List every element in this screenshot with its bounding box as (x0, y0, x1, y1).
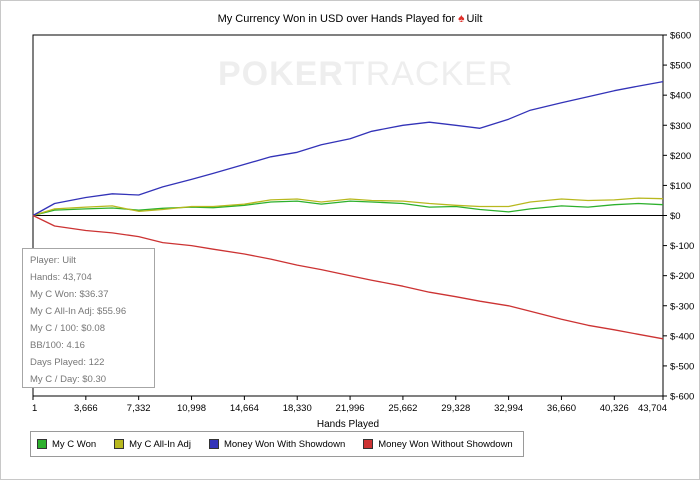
y-tick-label: $100 (670, 181, 691, 192)
legend-label: My C All-In Adj (129, 438, 191, 450)
stat-allin: My C All-In Adj: $55.96 (30, 306, 127, 317)
y-tick-label: $-200 (670, 271, 694, 282)
watermark-logo: POKERTRACKER (218, 55, 513, 94)
x-tick-label: 40,326 (600, 403, 629, 414)
y-tick-label: $500 (670, 61, 691, 72)
spade-icon: ♠ (458, 11, 465, 25)
stat-hands: Hands: 43,704 (30, 272, 92, 283)
legend-label: My C Won (52, 438, 97, 450)
x-tick-label: 43,704 (638, 403, 667, 414)
series-line-3 (32, 214, 664, 340)
stat-bb100: BB/100: 4.16 (30, 340, 85, 351)
y-tick-label: $-300 (670, 301, 694, 312)
stat-player: Player: Uilt (30, 255, 76, 266)
y-tick-label: $400 (670, 91, 691, 102)
chart-title: My Currency Won in USD over Hands Played… (0, 11, 700, 25)
y-tick-label: $-100 (670, 241, 694, 252)
legend-item-my-c-won[interactable]: My C Won (37, 439, 96, 450)
x-tick-label: 25,662 (388, 403, 417, 414)
series-line-2 (32, 80, 664, 217)
chart-legend: My C Won My C All-In Adj Money Won With … (30, 431, 524, 457)
y-tick-label: $200 (670, 151, 691, 162)
y-tick-label: $-500 (670, 361, 694, 372)
y-tick-label: $-400 (670, 331, 694, 342)
legend-swatch (363, 439, 374, 449)
y-tick-label: $300 (670, 121, 691, 132)
x-tick-label: 10,998 (177, 403, 206, 414)
x-axis-label: Hands Played (317, 419, 379, 430)
stat-per100: My C / 100: $0.08 (30, 323, 105, 334)
legend-swatch (208, 439, 219, 449)
legend-swatch (37, 439, 47, 449)
y-tick-label: $600 (670, 31, 691, 42)
series-line-0 (32, 200, 664, 217)
legend-swatch (114, 439, 125, 449)
x-tick-label: 3,666 (74, 403, 98, 414)
x-tick-label: 29,328 (441, 403, 470, 414)
x-tick-label: 7,332 (127, 403, 151, 414)
stat-days: Days Played: 122 (30, 357, 105, 368)
series-line-1 (32, 197, 664, 217)
watermark-bold: POKER (218, 55, 344, 93)
x-tick-label: 1 (32, 403, 37, 414)
chart-title-player: Uilt (466, 13, 483, 25)
x-tick-label: 21,996 (336, 403, 365, 414)
x-tick-label: 36,660 (547, 403, 576, 414)
stat-perday: My C / Day: $0.30 (30, 374, 107, 385)
legend-item-without-showdown[interactable]: Money Won Without Showdown (363, 438, 513, 450)
legend-item-with-showdown[interactable]: Money Won With Showdown (208, 438, 346, 450)
x-tick-label: 32,994 (494, 403, 523, 414)
legend-label: Money Won With Showdown (223, 438, 346, 450)
stats-box: Player: Uilt Hands: 43,704 My C Won: $36… (22, 248, 155, 388)
y-tick-label: $-600 (670, 392, 694, 403)
chart-title-text: My Currency Won in USD over Hands Played… (217, 13, 456, 25)
stat-won: My C Won: $36.37 (30, 289, 109, 300)
y-tick-label: $0 (670, 211, 681, 222)
watermark-light: TRACKER (343, 55, 514, 93)
x-tick-label: 18,330 (283, 403, 312, 414)
legend-label: Money Won Without Showdown (378, 438, 513, 450)
x-tick-label: 14,664 (230, 403, 259, 414)
legend-item-my-c-allin-adj[interactable]: My C All-In Adj (114, 439, 191, 450)
